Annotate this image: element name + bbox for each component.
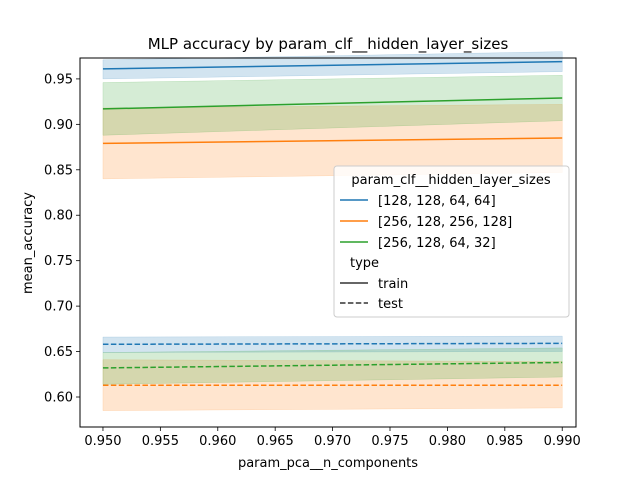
y-tick-label: 0.85: [44, 163, 73, 178]
x-axis-ticks: 0.950 0.955 0.960 0.965 0.970 0.975 0.980 0.985…: [84, 427, 580, 449]
x-tick-label: 0.965: [257, 434, 294, 449]
y-tick-label: 0.75: [44, 254, 73, 269]
legend-entry-256-128-256-128: [256, 128, 256, 128]: [378, 215, 512, 230]
y-tick-label: 0.90: [44, 118, 73, 133]
x-tick-label: 0.990: [544, 434, 581, 449]
x-tick-label: 0.980: [429, 434, 466, 449]
legend: param_clf__hidden_layer_sizes [128, 128,…: [334, 166, 569, 317]
chart-title: MLP accuracy by param_clf__hidden_layer_…: [148, 35, 509, 54]
y-tick-label: 0.80: [44, 209, 73, 224]
legend-entry-test: test: [378, 297, 403, 312]
x-tick-label: 0.975: [371, 434, 408, 449]
x-tick-label: 0.950: [84, 434, 121, 449]
x-axis-label: param_pca__n_components: [238, 456, 418, 471]
x-tick-label: 0.955: [142, 434, 179, 449]
y-tick-label: 0.65: [44, 345, 73, 360]
legend-entry-256-128-64-32: [256, 128, 64, 32]: [378, 236, 496, 251]
x-tick-label: 0.960: [199, 434, 236, 449]
y-tick-label: 0.60: [44, 391, 73, 406]
x-tick-label: 0.985: [486, 434, 523, 449]
y-tick-label: 0.95: [44, 72, 73, 87]
y-axis-label: mean_accuracy: [21, 192, 36, 294]
x-tick-label: 0.970: [314, 434, 351, 449]
legend-style-title: type: [350, 256, 379, 271]
y-axis-ticks: 0.60 0.65 0.70 0.75 0.80 0.85 0.90 0.95: [44, 72, 80, 405]
legend-hue-title: param_clf__hidden_layer_sizes: [351, 173, 550, 188]
legend-entry-128-128-64-64: [128, 128, 64, 64]: [378, 194, 496, 209]
y-tick-label: 0.70: [44, 300, 73, 315]
legend-entry-train: train: [378, 277, 408, 292]
